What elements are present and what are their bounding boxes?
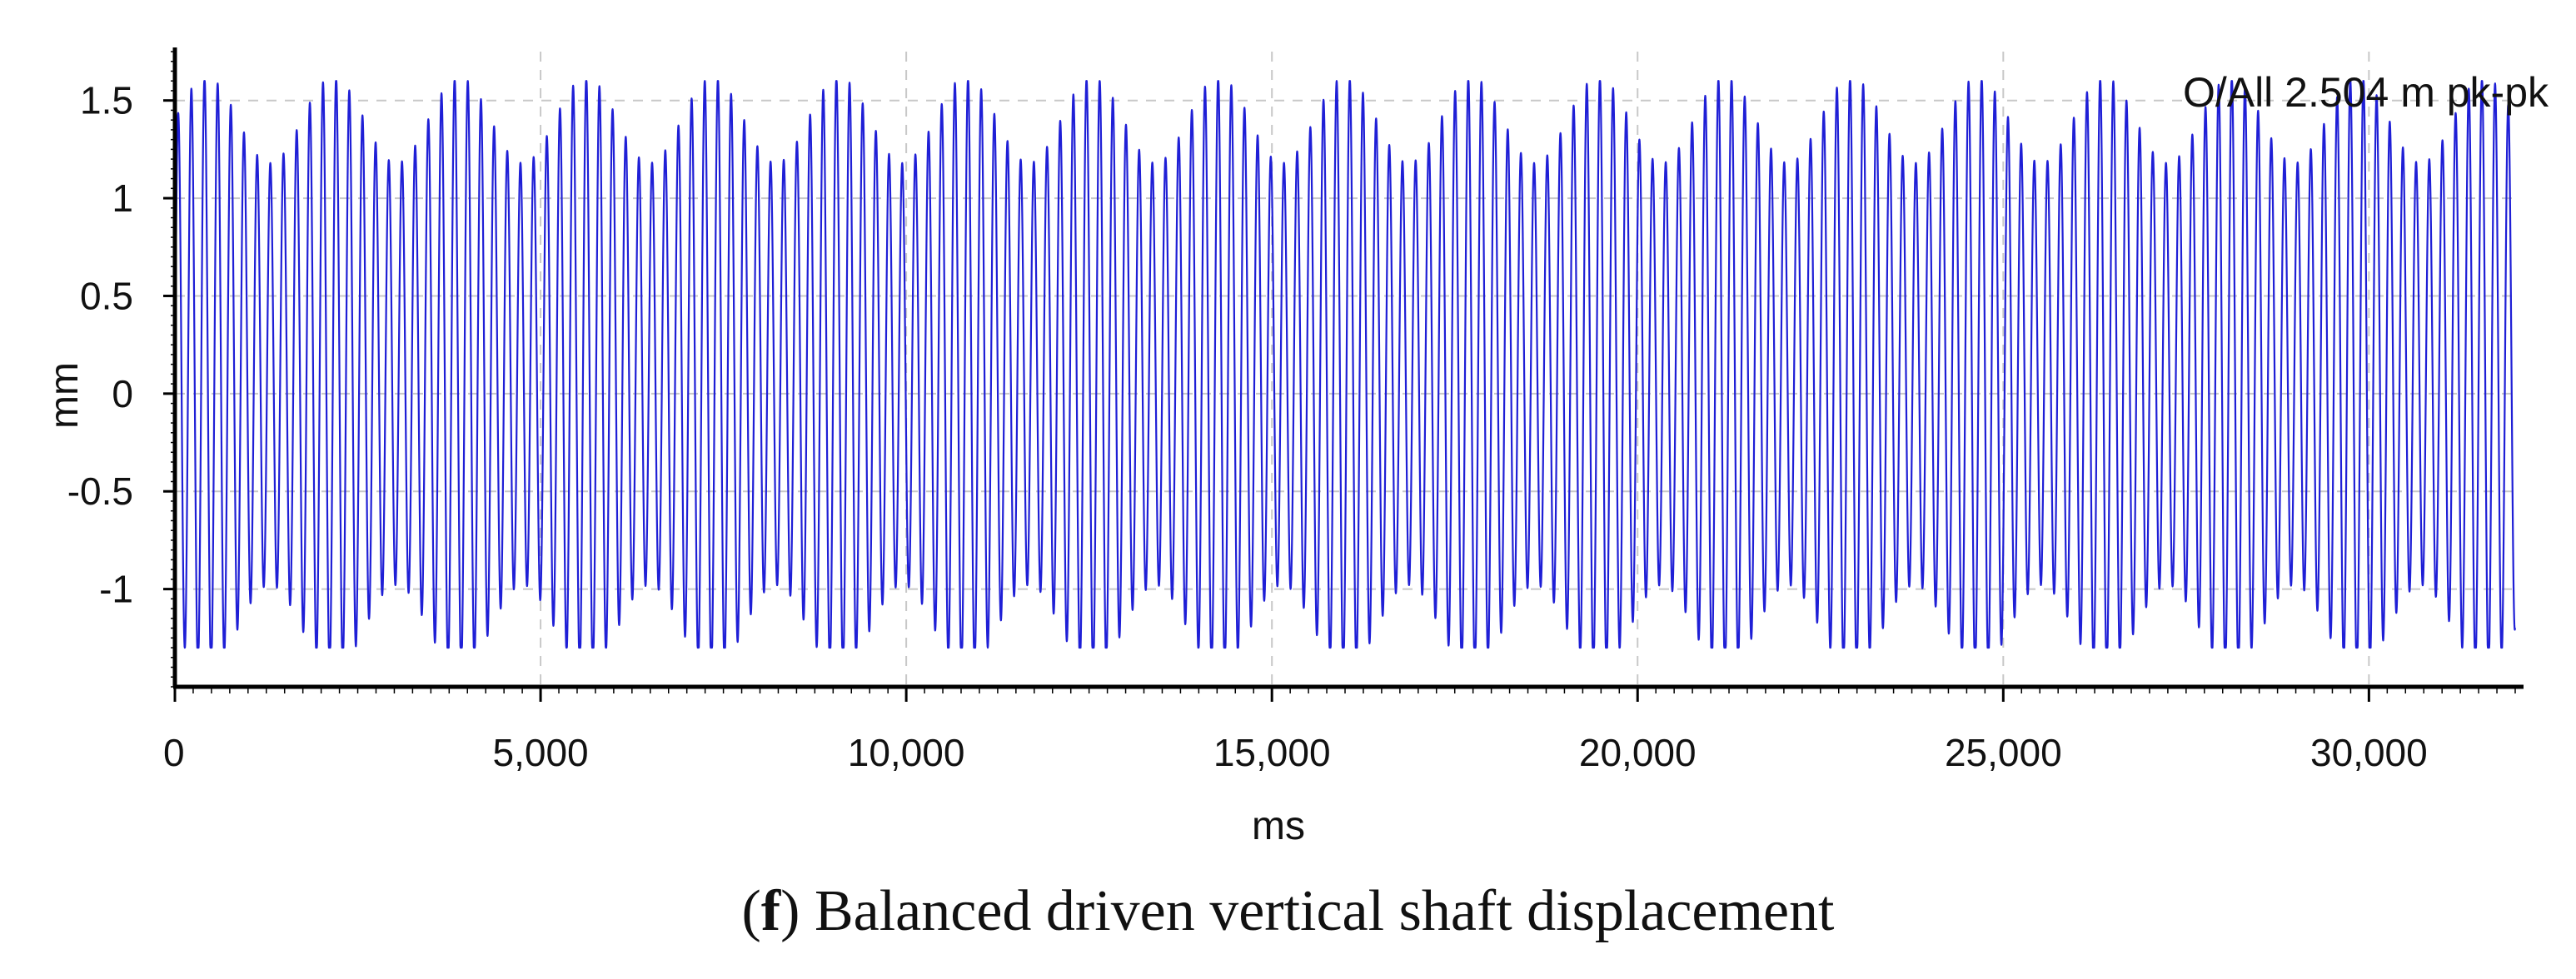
x-tick-label: 30,000 xyxy=(2310,731,2428,774)
caption-text: Balanced driven vertical shaft displacem… xyxy=(800,879,1834,943)
x-tick-label: 25,000 xyxy=(1945,731,2062,774)
caption-close-paren: ) xyxy=(780,879,800,943)
y-tick-label: 0 xyxy=(112,372,133,415)
x-tick-label: 10,000 xyxy=(848,731,965,774)
y-axis-label: mm xyxy=(42,362,87,429)
x-axis-label: ms xyxy=(1252,804,1305,848)
y-tick-label: 1.5 xyxy=(80,79,133,122)
y-tick-label: -0.5 xyxy=(67,470,133,513)
x-tick-label: 20,000 xyxy=(1579,731,1697,774)
y-tick-label: 0.5 xyxy=(80,274,133,317)
x-tick-label: 15,000 xyxy=(1213,731,1331,774)
x-tick-label: 0 xyxy=(163,731,185,774)
y-tick-label: -1 xyxy=(99,568,133,611)
figure-caption: (f) Balanced driven vertical shaft displ… xyxy=(0,878,2576,945)
caption-open-paren: ( xyxy=(742,879,761,943)
overall-annotation: O/All 2.504 m pk-pk xyxy=(2183,69,2549,116)
y-tick-label: 1 xyxy=(112,176,133,220)
caption-letter: f xyxy=(761,879,780,943)
x-tick-label: 5,000 xyxy=(493,731,589,774)
